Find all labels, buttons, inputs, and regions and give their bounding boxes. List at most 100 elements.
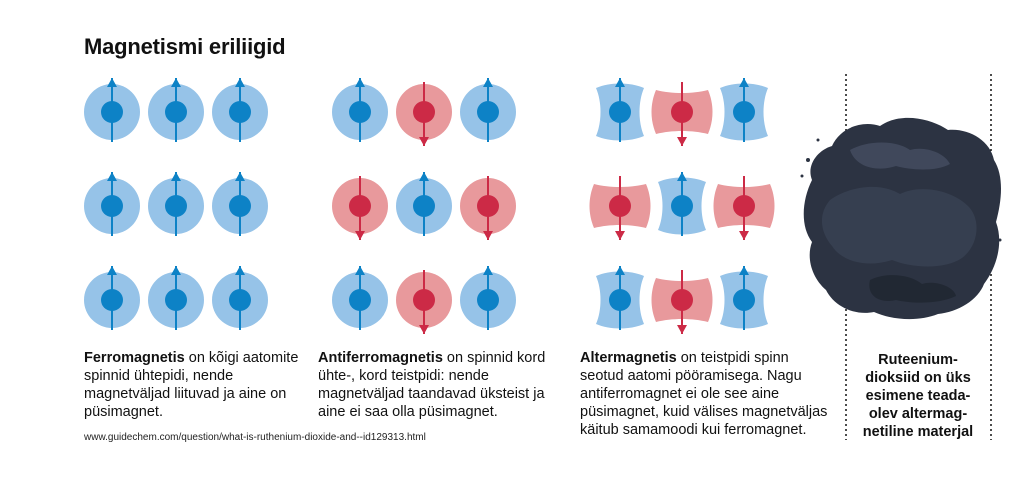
atom-core bbox=[733, 101, 755, 123]
arrow-down-icon bbox=[677, 325, 687, 334]
atom-core bbox=[609, 101, 631, 123]
atom-core bbox=[671, 289, 693, 311]
spin-up-atom bbox=[720, 78, 768, 142]
side-caption-line: esimene teada- bbox=[865, 388, 971, 404]
atom-core bbox=[477, 289, 499, 311]
arrow-up-icon bbox=[483, 78, 493, 87]
spin-up-atom bbox=[84, 172, 140, 236]
spin-up-atom bbox=[332, 266, 388, 330]
arrow-down-icon bbox=[483, 231, 493, 240]
spin-down-atom bbox=[332, 176, 388, 240]
atom-core bbox=[671, 195, 693, 217]
spin-up-atom bbox=[596, 266, 644, 330]
side-caption-line: Ruteenium- bbox=[878, 352, 958, 368]
ferromagnet-caption: Ferromagnetis on kõigi aatomite spinnid … bbox=[84, 349, 299, 421]
antiferromagnet-caption: Antiferromagnetis on spinnid kord ühte-,… bbox=[318, 349, 558, 421]
atom-core bbox=[165, 195, 187, 217]
ruthenium-dioxide-powder-image bbox=[800, 117, 1002, 320]
ferromagnet-grid bbox=[84, 78, 268, 330]
page-title: Magnetismi eriliigid bbox=[84, 34, 286, 59]
atom-core bbox=[101, 101, 123, 123]
spin-up-atom bbox=[596, 78, 644, 142]
spin-down-atom bbox=[396, 270, 452, 334]
arrow-up-icon bbox=[739, 266, 749, 275]
powder-panel bbox=[800, 74, 1002, 440]
atom-core bbox=[101, 289, 123, 311]
spin-up-atom bbox=[212, 78, 268, 142]
spin-up-atom bbox=[84, 78, 140, 142]
antiferromagnet-grid bbox=[332, 78, 516, 334]
spin-up-atom bbox=[720, 266, 768, 330]
ferromagnet-description: on kõigi aatomite spinnid ühtepidi, nend… bbox=[84, 350, 299, 420]
arrow-up-icon bbox=[419, 172, 429, 181]
arrow-up-icon bbox=[615, 266, 625, 275]
arrow-up-icon bbox=[615, 78, 625, 87]
atom-core bbox=[671, 101, 693, 123]
arrow-up-icon bbox=[483, 266, 493, 275]
atom-core bbox=[229, 195, 251, 217]
atom-core bbox=[349, 195, 371, 217]
arrow-up-icon bbox=[355, 78, 365, 87]
spin-up-atom bbox=[212, 172, 268, 236]
spin-down-atom bbox=[651, 82, 713, 146]
arrow-up-icon bbox=[107, 172, 117, 181]
spin-down-atom bbox=[396, 82, 452, 146]
side-caption-line: netiline materjal bbox=[862, 424, 974, 440]
arrow-up-icon bbox=[107, 78, 117, 87]
altermagnet-term: Altermagnetis bbox=[580, 350, 677, 366]
altermagnet-description: on teistpidi spinn seotud aatomi pöörami… bbox=[580, 350, 828, 438]
atom-core bbox=[229, 289, 251, 311]
atom-core bbox=[101, 195, 123, 217]
ferromagnet-term: Ferromagnetis bbox=[84, 350, 185, 366]
altermagnet-caption: Altermagnetis on teistpidi spinn seotud … bbox=[580, 349, 830, 439]
arrow-up-icon bbox=[677, 172, 687, 181]
spin-up-atom bbox=[148, 172, 204, 236]
spin-down-atom bbox=[651, 270, 713, 334]
atom-core bbox=[349, 289, 371, 311]
spin-down-atom bbox=[713, 176, 775, 240]
spin-up-atom bbox=[212, 266, 268, 330]
atom-core bbox=[413, 195, 435, 217]
arrow-up-icon bbox=[739, 78, 749, 87]
atom-core bbox=[477, 101, 499, 123]
spin-up-atom bbox=[658, 172, 706, 236]
spin-up-atom bbox=[84, 266, 140, 330]
arrow-down-icon bbox=[615, 231, 625, 240]
arrow-up-icon bbox=[235, 172, 245, 181]
arrow-up-icon bbox=[355, 266, 365, 275]
source-url: www.guidechem.com/question/what-is-ruthe… bbox=[84, 432, 426, 443]
spin-up-atom bbox=[148, 78, 204, 142]
atom-core bbox=[733, 289, 755, 311]
arrow-down-icon bbox=[355, 231, 365, 240]
atom-core bbox=[229, 101, 251, 123]
atom-core bbox=[609, 195, 631, 217]
atom-core bbox=[165, 289, 187, 311]
spin-up-atom bbox=[460, 266, 516, 330]
altermagnet-grid bbox=[589, 78, 775, 334]
atom-core bbox=[349, 101, 371, 123]
arrow-up-icon bbox=[107, 266, 117, 275]
atom-core bbox=[165, 101, 187, 123]
arrow-up-icon bbox=[171, 266, 181, 275]
spin-up-atom bbox=[396, 172, 452, 236]
arrow-up-icon bbox=[235, 266, 245, 275]
arrow-down-icon bbox=[677, 137, 687, 146]
atom-core bbox=[609, 289, 631, 311]
spin-up-atom bbox=[332, 78, 388, 142]
atom-core bbox=[477, 195, 499, 217]
spin-down-atom bbox=[589, 176, 651, 240]
antiferromagnet-description: on spinnid kord ühte-, kord teistpidi: n… bbox=[318, 350, 546, 420]
atom-core bbox=[413, 101, 435, 123]
arrow-up-icon bbox=[171, 78, 181, 87]
arrow-up-icon bbox=[171, 172, 181, 181]
ruthenium-dioxide-caption: Ruteenium- dioksiid on üks esimene teada… bbox=[848, 351, 988, 441]
arrow-down-icon bbox=[739, 231, 749, 240]
spin-down-atom bbox=[460, 176, 516, 240]
spin-up-atom bbox=[148, 266, 204, 330]
arrow-up-icon bbox=[235, 78, 245, 87]
atom-core bbox=[733, 195, 755, 217]
side-caption-line: dioksiid on üks bbox=[865, 370, 971, 386]
antiferromagnet-term: Antiferromagnetis bbox=[318, 350, 443, 366]
arrow-down-icon bbox=[419, 325, 429, 334]
